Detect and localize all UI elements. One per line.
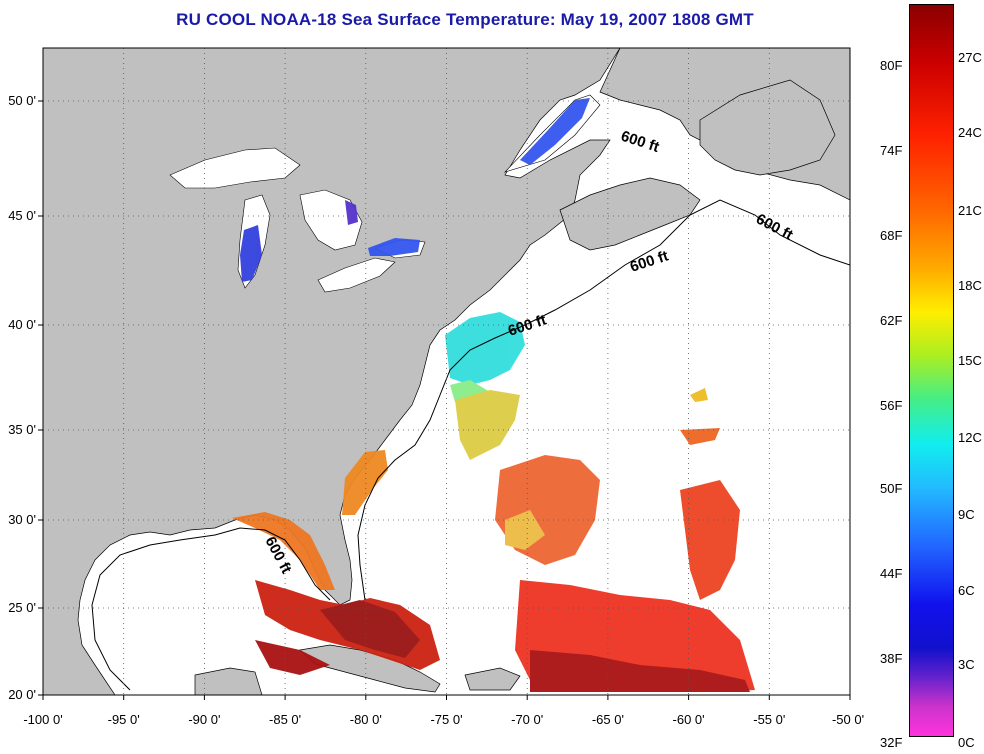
cbar-f-label: 32F	[880, 735, 903, 750]
cbar-c-label: 9C	[958, 507, 975, 522]
cbar-f-label: 50F	[880, 481, 903, 496]
lat-tick-label: 35 0'	[8, 422, 36, 437]
cbar-f-label: 44F	[880, 566, 903, 581]
lon-tick-labels: -100 0' -95 0' -90 0' -85 0' -80 0' -75 …	[23, 712, 864, 727]
lon-tick-label: -65 0'	[592, 712, 624, 727]
lat-tick-label: 20 0'	[8, 687, 36, 702]
lake-superior	[169, 147, 301, 189]
lat-tick-label: 40 0'	[8, 317, 36, 332]
lat-tick-label: 30 0'	[8, 512, 36, 527]
cbar-c-label: 12C	[958, 430, 982, 445]
cbar-f-label: 68F	[880, 228, 903, 243]
lon-tick-label: -55 0'	[753, 712, 785, 727]
lon-tick-label: -60 0'	[673, 712, 705, 727]
cbar-c-label: 0C	[958, 735, 975, 750]
lon-tick-label: -50 0'	[832, 712, 864, 727]
cuba-land	[299, 644, 441, 693]
lat-tick-label: 50 0'	[8, 93, 36, 108]
cbar-c-label: 27C	[958, 50, 982, 65]
cbar-c-label: 24C	[958, 125, 982, 140]
cbar-f-label: 62F	[880, 313, 903, 328]
cbar-f-label: 38F	[880, 651, 903, 666]
isobath-600ft	[357, 199, 850, 601]
newfoundland-land	[699, 79, 836, 176]
sst-overlay	[232, 98, 755, 692]
lon-tick-label: -75 0'	[430, 712, 462, 727]
isobath-gulf	[91, 527, 331, 691]
cbar-c-label: 6C	[958, 583, 975, 598]
yucatan-land	[194, 667, 263, 695]
cbar-f-label: 80F	[880, 58, 903, 73]
lat-tick-label: 25 0'	[8, 600, 36, 615]
lon-tick-label: -85 0'	[269, 712, 301, 727]
hispaniola-land	[464, 667, 521, 691]
cbar-c-label: 18C	[958, 278, 982, 293]
cbar-f-label: 74F	[880, 143, 903, 158]
lon-tick-label: -90 0'	[188, 712, 220, 727]
cbar-f-label: 56F	[880, 398, 903, 413]
lon-tick-label: -100 0'	[23, 712, 62, 727]
map-title: RU COOL NOAA-18 Sea Surface Temperature:…	[176, 10, 754, 29]
temperature-colorbar	[909, 4, 954, 737]
cbar-c-label: 15C	[958, 353, 982, 368]
lat-tick-labels: 20 0' 25 0' 30 0' 35 0' 40 0' 45 0' 50 0…	[8, 93, 36, 702]
cbar-c-label: 21C	[958, 203, 982, 218]
lon-tick-label: -80 0'	[350, 712, 382, 727]
cbar-c-label: 3C	[958, 657, 975, 672]
lon-tick-label: -95 0'	[108, 712, 140, 727]
lake-erie	[317, 257, 396, 293]
lon-tick-label: -70 0'	[511, 712, 543, 727]
lat-tick-label: 45 0'	[8, 208, 36, 223]
